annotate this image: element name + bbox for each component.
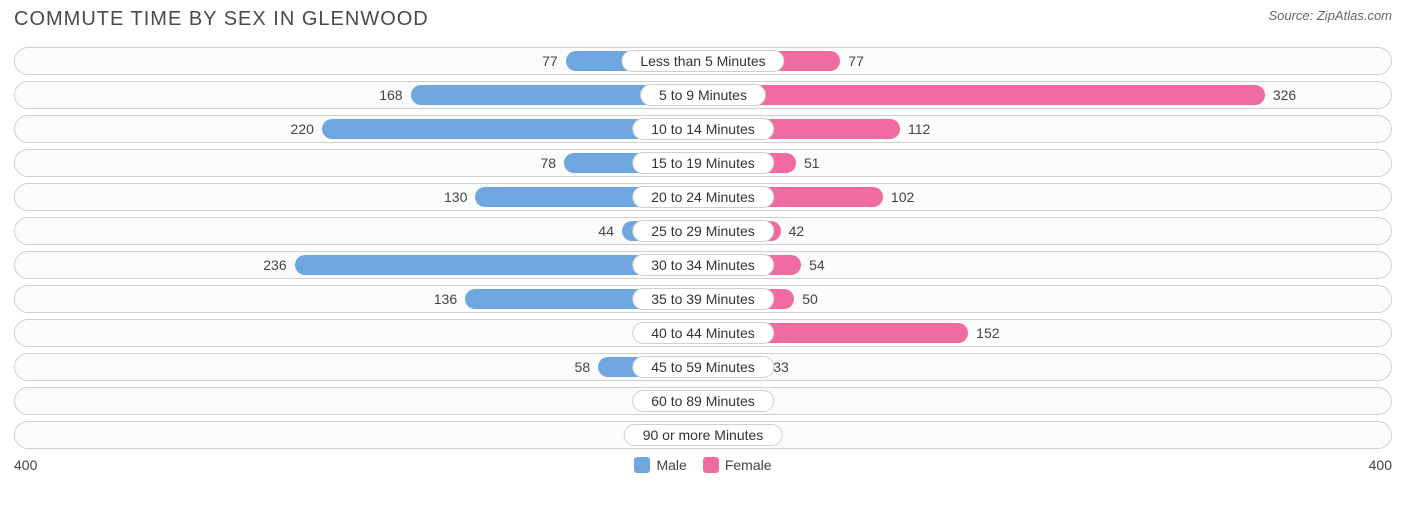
category-label: 15 to 19 Minutes xyxy=(632,152,774,174)
category-label: 90 or more Minutes xyxy=(624,424,783,446)
chart-row: 0 152 40 to 44 Minutes xyxy=(14,319,1392,347)
category-label: 35 to 39 Minutes xyxy=(632,288,774,310)
female-half: 8 xyxy=(703,388,1391,414)
female-half: 77 xyxy=(703,48,1391,74)
female-value: 42 xyxy=(781,223,813,239)
chart-row: 102390 or more Minutes xyxy=(14,421,1392,449)
chart-row: 44 42 25 to 29 Minutes xyxy=(14,217,1392,245)
female-half: 112 xyxy=(703,116,1391,142)
female-half: 152 xyxy=(703,320,1391,346)
category-label: 20 to 24 Minutes xyxy=(632,186,774,208)
chart-row: 130 102 20 to 24 Minutes xyxy=(14,183,1392,211)
axis-max-right: 400 xyxy=(1332,457,1392,473)
chart-row: 78 51 15 to 19 Minutes xyxy=(14,149,1392,177)
female-bar xyxy=(709,85,1265,105)
female-half: 54 xyxy=(703,252,1391,278)
legend-item: Male xyxy=(634,457,686,473)
male-half: 58 xyxy=(15,354,703,380)
chart-title: COMMUTE TIME BY SEX IN GLENWOOD xyxy=(14,8,429,31)
male-half: 44 xyxy=(15,218,703,244)
female-value: 112 xyxy=(900,121,938,137)
female-value: 50 xyxy=(794,291,826,307)
female-half: 51 xyxy=(703,150,1391,176)
female-half: 326 xyxy=(703,82,1391,108)
chart-row: 77 77 Less than 5 Minutes xyxy=(14,47,1392,75)
male-half: 220 xyxy=(15,116,703,142)
male-half: 168 xyxy=(15,82,703,108)
male-value: 78 xyxy=(532,155,564,171)
legend-swatch xyxy=(703,457,719,473)
category-label: 40 to 44 Minutes xyxy=(632,322,774,344)
chart-row: 58 3345 to 59 Minutes xyxy=(14,353,1392,381)
category-label: 45 to 59 Minutes xyxy=(632,356,774,378)
category-label: 5 to 9 Minutes xyxy=(640,84,766,106)
female-half: 50 xyxy=(703,286,1391,312)
male-half: 10 xyxy=(15,422,703,448)
legend: Male Female xyxy=(74,457,1332,473)
male-value: 77 xyxy=(534,53,566,69)
female-half: 102 xyxy=(703,184,1391,210)
female-value: 326 xyxy=(1265,87,1304,103)
male-half: 136 xyxy=(15,286,703,312)
category-label: 25 to 29 Minutes xyxy=(632,220,774,242)
category-label: 30 to 34 Minutes xyxy=(632,254,774,276)
category-label: Less than 5 Minutes xyxy=(621,50,784,72)
male-value: 136 xyxy=(426,291,465,307)
chart-row: 236 54 30 to 34 Minutes xyxy=(14,251,1392,279)
chart-row: 136 50 35 to 39 Minutes xyxy=(14,285,1392,313)
legend-label: Female xyxy=(725,457,772,473)
female-half: 23 xyxy=(703,422,1391,448)
male-half: 77 xyxy=(15,48,703,74)
axis-max-left: 400 xyxy=(14,457,74,473)
chart-header: COMMUTE TIME BY SEX IN GLENWOOD Source: … xyxy=(14,8,1392,31)
female-value: 102 xyxy=(883,189,922,205)
chart-rows: 77 77 Less than 5 Minutes 168 326 5 to 9 Minu… xyxy=(14,47,1392,449)
chart-row: 168 326 5 to 9 Minutes xyxy=(14,81,1392,109)
male-half: 78 xyxy=(15,150,703,176)
female-value: 54 xyxy=(801,257,833,273)
male-value: 44 xyxy=(590,223,622,239)
male-half: 0 xyxy=(15,388,703,414)
male-half: 130 xyxy=(15,184,703,210)
chart-row: 220 112 10 to 14 Minutes xyxy=(14,115,1392,143)
female-half: 42 xyxy=(703,218,1391,244)
male-value: 58 xyxy=(567,359,599,375)
female-value: 152 xyxy=(968,325,1007,341)
legend-item: Female xyxy=(703,457,772,473)
category-label: 10 to 14 Minutes xyxy=(632,118,774,140)
chart-container: COMMUTE TIME BY SEX IN GLENWOOD Source: … xyxy=(0,0,1406,523)
chart-footer: 400 Male Female 400 xyxy=(14,457,1392,473)
chart-row: 0860 to 89 Minutes xyxy=(14,387,1392,415)
female-half: 33 xyxy=(703,354,1391,380)
category-label: 60 to 89 Minutes xyxy=(632,390,774,412)
female-value: 51 xyxy=(796,155,828,171)
male-value: 168 xyxy=(371,87,410,103)
legend-label: Male xyxy=(656,457,686,473)
male-value: 130 xyxy=(436,189,475,205)
legend-swatch xyxy=(634,457,650,473)
male-value: 220 xyxy=(283,121,322,137)
chart-source: Source: ZipAtlas.com xyxy=(1268,8,1392,23)
male-value: 236 xyxy=(255,257,294,273)
male-half: 0 xyxy=(15,320,703,346)
male-half: 236 xyxy=(15,252,703,278)
female-value: 77 xyxy=(840,53,872,69)
